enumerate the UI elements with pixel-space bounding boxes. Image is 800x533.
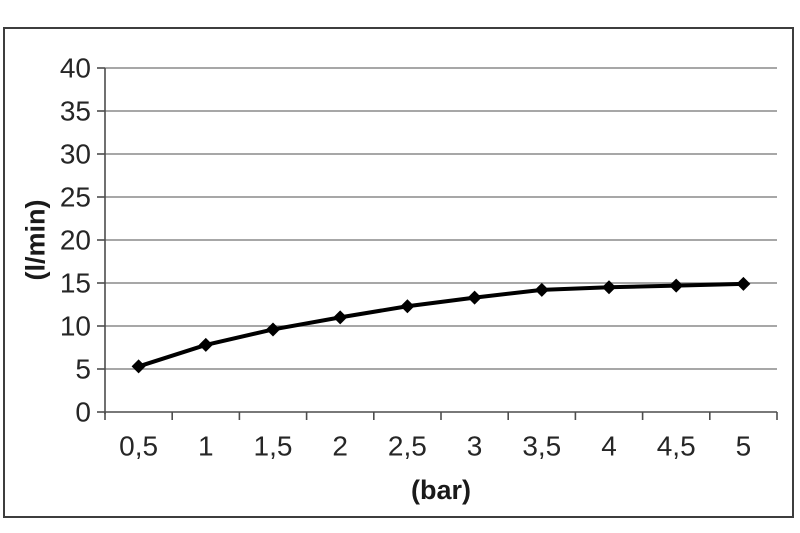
data-point-5 (467, 290, 482, 305)
data-point-3 (333, 310, 348, 325)
x-tick-label-6: 3,5 (522, 431, 561, 462)
y-tick-label-35: 35 (60, 96, 91, 127)
x-axis-title: (bar) (411, 475, 471, 505)
x-tick-label-8: 4,5 (657, 431, 696, 462)
data-point-4 (400, 299, 415, 314)
data-point-7 (602, 280, 616, 295)
data-point-2 (266, 322, 280, 337)
x-tick-label-0: 0,5 (119, 431, 158, 462)
y-tick-label-10: 10 (60, 311, 91, 342)
y-axis-title: (l/min) (20, 199, 51, 281)
data-line-flow-rate (136, 281, 746, 369)
data-point-0 (131, 359, 146, 374)
x-tick-label-7: 4 (601, 431, 617, 462)
chart-frame (3, 27, 794, 518)
data-point-1 (198, 337, 213, 352)
data-point-8 (669, 278, 684, 293)
data-point-6 (534, 282, 549, 297)
y-tick-label-25: 25 (60, 182, 91, 213)
x-tick-label-5: 3 (467, 431, 483, 462)
x-tick-label-9: 5 (736, 431, 752, 462)
y-tick-label-20: 20 (60, 225, 91, 256)
y-tick-label-30: 30 (60, 139, 91, 170)
x-tick-label-2: 1,5 (254, 431, 293, 462)
y-tick-label-0: 0 (75, 397, 91, 428)
x-tick-label-3: 2 (332, 431, 348, 462)
y-tick-label-5: 5 (75, 354, 91, 385)
y-tick-label-15: 15 (60, 268, 91, 299)
x-tick-label-1: 1 (198, 431, 214, 462)
data-point-9 (736, 276, 751, 291)
y-tick-label-40: 40 (60, 53, 91, 84)
x-tick-label-4: 2,5 (388, 431, 427, 462)
